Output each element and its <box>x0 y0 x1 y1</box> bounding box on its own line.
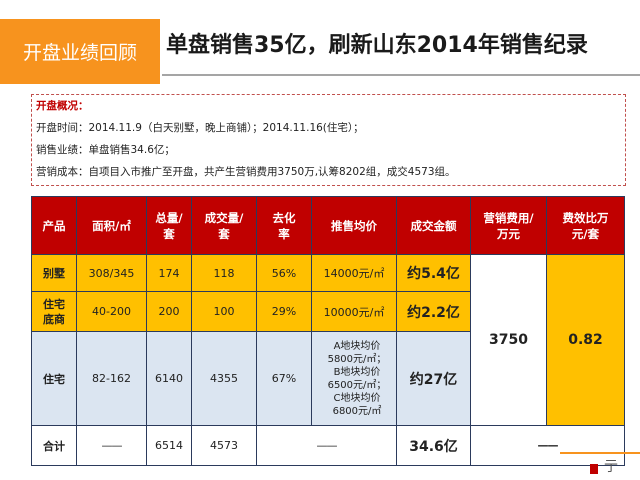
cell-total-sold: 4573 <box>191 425 257 466</box>
table-row: 住宅 82-162 6140 4355 67% A地块均价 5800元/㎡； B… <box>31 331 625 426</box>
cell-amount: 约5.4亿 <box>396 254 471 292</box>
overview-box: 开盘概况： 开盘时间：2014.11.9（白天别墅，晚上商铺）；2014.11.… <box>31 94 626 186</box>
cell-total: 6140 <box>146 331 192 426</box>
cell-rate: 56% <box>256 254 312 292</box>
cell-avg-price: A地块均价 5800元/㎡； B地块均价 6500元/㎡； C地块均价 6800… <box>311 331 397 426</box>
cell-rate: 29% <box>256 291 312 332</box>
cell-area: 308/345 <box>76 254 147 292</box>
cell-amount: 约2.2亿 <box>396 291 471 332</box>
table-total-row: 合计 —— 6514 4573 —— 34.6亿 —— <box>31 425 625 466</box>
avg-price-line: 5800元/㎡； <box>327 353 387 365</box>
cell-rate: 67% <box>256 331 312 426</box>
avg-price-line: B地块均价 <box>333 366 381 378</box>
cell-total-amount: 34.6亿 <box>396 425 471 466</box>
footer-corner-mark: 亍 <box>560 452 640 480</box>
avg-price-line: 6800元/㎡ <box>332 405 382 417</box>
sales-table: 产品 面积/㎡ 总量/套 成交量/套 去化率 推售均价 成交金额 营销费用/万元… <box>31 196 625 466</box>
col-header-amount: 成交金额 <box>396 196 471 255</box>
overview-heading: 开盘概况： <box>36 100 89 112</box>
avg-price-line: A地块均价 <box>333 340 381 352</box>
title-divider <box>162 74 640 76</box>
col-header-product: 产品 <box>31 196 77 255</box>
cell-product: 住宅 <box>31 331 77 426</box>
cell-area: 40-200 <box>76 291 147 332</box>
avg-price-line: 6500元/㎡； <box>327 379 387 391</box>
avg-price-line: C地块均价 <box>333 392 381 404</box>
cell-marketing-cost: 3750 <box>470 254 547 426</box>
col-header-area: 面积/㎡ <box>76 196 147 255</box>
page-title: 单盘销售35亿，刷新山东2014年销售纪录 <box>166 33 588 58</box>
section-label: 开盘业绩回顾 <box>0 19 160 84</box>
col-header-total: 总量/套 <box>146 196 192 255</box>
cell-total-avg-price: —— <box>256 425 397 466</box>
table-row: 别墅 308/345 174 118 56% 14000元/㎡ 约5.4亿 37… <box>31 254 625 426</box>
col-header-cost-ratio: 费效比万元/套 <box>546 196 625 255</box>
col-header-marketing-cost: 营销费用/万元 <box>470 196 547 255</box>
cell-amount: 约27亿 <box>396 331 471 426</box>
cell-total-cost: —— <box>470 425 625 466</box>
cell-total-units: 6514 <box>146 425 192 466</box>
cell-total-area: —— <box>76 425 147 466</box>
col-header-rate: 去化率 <box>256 196 312 255</box>
cell-area: 82-162 <box>76 331 147 426</box>
cell-product: 住宅底商 <box>31 291 77 332</box>
cell-product: 别墅 <box>31 254 77 292</box>
overview-line-marketing-cost: 营销成本：自项目入市推广至开盘，共产生营销费用3750万,认筹8202组，成交4… <box>36 166 456 178</box>
table-header-row: 产品 面积/㎡ 总量/套 成交量/套 去化率 推售均价 成交金额 营销费用/万元… <box>31 196 625 255</box>
footer-red-block <box>590 464 598 474</box>
cell-sold: 118 <box>191 254 257 292</box>
footer-corner-glyph: 亍 <box>604 459 618 475</box>
col-header-avg-price: 推售均价 <box>311 196 397 255</box>
cell-total-label: 合计 <box>31 425 77 466</box>
table-row: 住宅底商 40-200 200 100 29% 10000元/㎡ 约2.2亿 <box>31 291 625 332</box>
cell-avg-price: 10000元/㎡ <box>311 291 397 332</box>
footer-accent-line <box>560 452 640 454</box>
cell-cost-ratio: 0.82 <box>546 254 625 426</box>
col-header-sold: 成交量/套 <box>191 196 257 255</box>
cell-total: 174 <box>146 254 192 292</box>
cell-avg-price: 14000元/㎡ <box>311 254 397 292</box>
overview-line-sales: 销售业绩：单盘销售34.6亿； <box>36 144 175 156</box>
cell-total: 200 <box>146 291 192 332</box>
cell-sold: 4355 <box>191 331 257 426</box>
cell-sold: 100 <box>191 291 257 332</box>
overview-line-opening-time: 开盘时间：2014.11.9（白天别墅，晚上商铺）；2014.11.16(住宅）… <box>36 122 364 134</box>
